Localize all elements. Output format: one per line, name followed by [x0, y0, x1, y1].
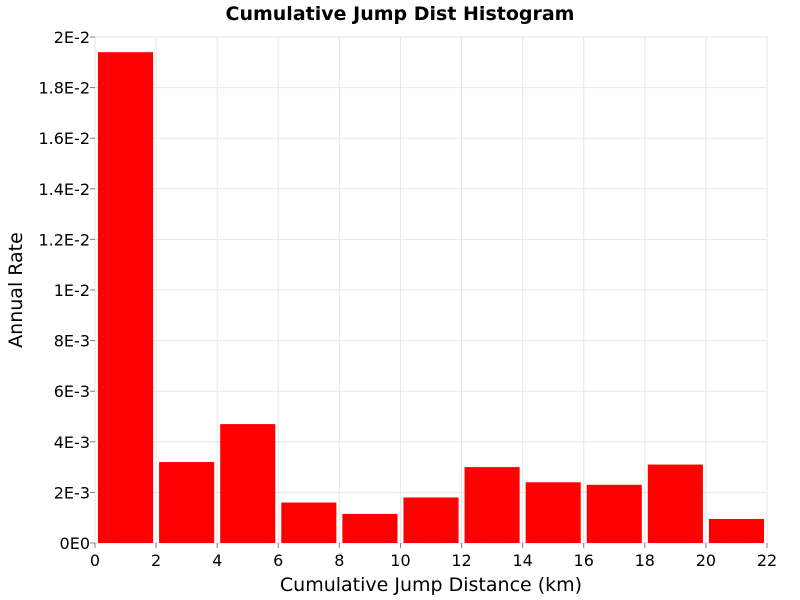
x-tick-label: 8: [334, 551, 344, 570]
histogram-bar: [525, 482, 581, 543]
x-tick-label: 12: [451, 551, 471, 570]
bars: [98, 52, 764, 544]
x-tick-label: 22: [757, 551, 777, 570]
y-tick-label: 1.2E-2: [38, 230, 90, 249]
y-tick-label: 2E-2: [54, 28, 90, 47]
x-tick-label: 0: [90, 551, 100, 570]
y-tick-label: 1.6E-2: [38, 129, 90, 148]
histogram-bar: [98, 52, 154, 544]
x-tick-label: 14: [512, 551, 532, 570]
histogram-bar: [159, 462, 215, 543]
x-axis-label: Cumulative Jump Distance (km): [280, 574, 582, 596]
histogram-bar: [647, 464, 703, 543]
histogram-bar: [464, 467, 520, 543]
histogram-bar: [403, 497, 459, 543]
x-tick-label: 2: [151, 551, 161, 570]
y-tick-label: 1.8E-2: [38, 79, 90, 98]
x-tick-label: 4: [212, 551, 222, 570]
y-axis-label: Annual Rate: [5, 232, 27, 348]
x-axis-ticks: 0 2 4 6 8 10 12 14 16 18 20 22: [90, 543, 777, 570]
x-tick-label: 10: [390, 551, 410, 570]
histogram-bar: [281, 502, 337, 543]
histogram-bar: [342, 513, 398, 543]
x-tick-label: 16: [574, 551, 594, 570]
x-tick-label: 6: [273, 551, 283, 570]
chart-title: Cumulative Jump Dist Histogram: [226, 3, 575, 25]
y-tick-label: 2E-3: [54, 483, 90, 502]
histogram-bar: [586, 484, 642, 543]
x-tick-label: 18: [635, 551, 655, 570]
y-tick-label: 4E-3: [54, 433, 90, 452]
y-tick-label: 6E-3: [54, 382, 90, 401]
y-tick-label: 1E-2: [54, 281, 90, 300]
x-tick-label: 20: [696, 551, 716, 570]
y-tick-label: 1.4E-2: [38, 180, 90, 199]
histogram-bar: [708, 518, 764, 543]
y-tick-label: 0E0: [60, 534, 90, 553]
y-axis-ticks: 0E0 2E-3 4E-3 6E-3 8E-3 1E-2 1.2E-2 1.4E-2 1.6E-…: [38, 28, 95, 553]
histogram-bar: [220, 424, 276, 543]
y-tick-label: 8E-3: [54, 332, 90, 351]
